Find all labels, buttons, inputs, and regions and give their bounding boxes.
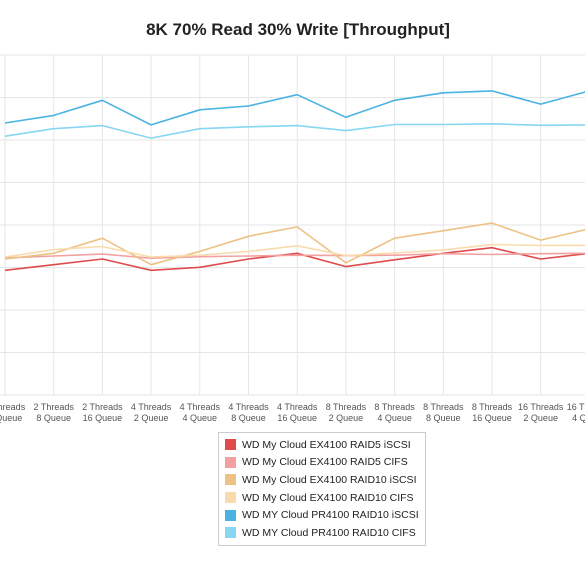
legend-swatch: [225, 492, 236, 504]
series-line-0: [4, 246, 585, 272]
x-tick-label: 8 Threads 8 Queue: [423, 402, 464, 423]
series-line-5: [4, 123, 585, 139]
legend-item: WD My Cloud EX4100 RAID10 iSCSI: [225, 471, 419, 489]
legend-label: WD MY Cloud PR4100 RAID10 iSCSI: [242, 509, 419, 522]
legend-item: WD My Cloud EX4100 RAID5 CIFS: [225, 454, 419, 472]
legend-swatch: [225, 527, 236, 539]
x-tick-label: 2 Threads 16 Queue: [82, 402, 123, 423]
legend-label: WD My Cloud EX4100 RAID5 CIFS: [242, 456, 408, 469]
x-tick-label: 8 Threads 4 Queue: [374, 402, 415, 423]
chart-title: 8K 70% Read 30% Write [Throughput]: [146, 20, 450, 39]
series-line-2: [4, 222, 585, 266]
series-lines: [4, 90, 585, 272]
grid: [0, 54, 585, 396]
series-line-4: [4, 90, 585, 126]
x-tick-label: 8 Threads 2 Queue: [326, 402, 367, 423]
legend-swatch: [225, 509, 236, 521]
x-tick-label: 8 Threads 16 Queue: [472, 402, 513, 423]
legend-swatch: [225, 456, 236, 468]
legend-swatch: [225, 474, 236, 486]
legend-label: WD My Cloud EX4100 RAID5 iSCSI: [242, 438, 411, 451]
legend-label: WD MY Cloud PR4100 RAID10 CIFS: [242, 526, 416, 539]
legend-swatch: [225, 439, 236, 451]
x-tick-label: 4 Threads 16 Queue: [277, 402, 318, 423]
x-tick-label: 4 Threads 8 Queue: [228, 402, 269, 423]
x-tick-label: 2 Threads 8 Queue: [34, 402, 75, 423]
series-line-1: [4, 252, 585, 260]
legend: WD My Cloud EX4100 RAID5 iSCSI WD My Clou…: [218, 432, 426, 546]
legend-item: WD MY Cloud PR4100 RAID10 CIFS: [225, 524, 419, 542]
legend-label: WD My Cloud EX4100 RAID10 CIFS: [242, 491, 414, 504]
legend-item: WD MY Cloud PR4100 RAID10 iSCSI: [225, 506, 419, 524]
legend-item: WD My Cloud EX4100 RAID10 CIFS: [225, 489, 419, 507]
x-tick-label: 4 Threads 2 Queue: [131, 402, 172, 423]
legend-item: WD My Cloud EX4100 RAID5 iSCSI: [225, 436, 419, 454]
x-tick-label: 4 Threads 4 Queue: [180, 402, 221, 423]
series-line-3: [4, 243, 585, 258]
legend-label: WD My Cloud EX4100 RAID10 iSCSI: [242, 473, 417, 486]
x-tick-label: 16 Threads 2 Queue: [518, 402, 564, 423]
